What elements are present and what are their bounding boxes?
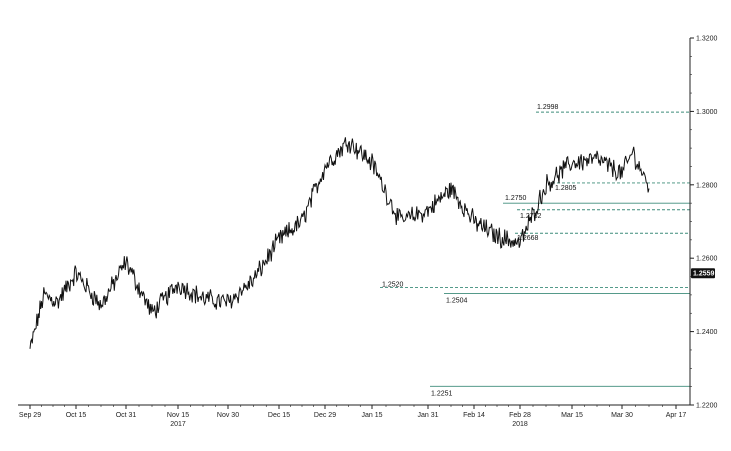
y-tick-label: 1.2400: [696, 329, 718, 336]
annotation-label: 1.2750: [505, 195, 527, 202]
annotation-label: 1.2732: [520, 213, 542, 220]
last-value-box: [691, 268, 715, 279]
x-tick-label: Nov 30: [217, 412, 239, 419]
x-tick-label: Jan 31: [417, 412, 438, 419]
y-tick-label: 1.2600: [696, 256, 718, 263]
x-tick-label: Oct 31: [116, 412, 137, 419]
y-axis: 1.3200 1.3000 1.2800 1.2600 1.2400 1.2200: [690, 36, 718, 410]
x-tick-label: Feb 28: [509, 412, 531, 419]
annotation-label: 1.2805: [555, 185, 577, 192]
x-tick-label: Apr 17: [666, 412, 687, 419]
annotation-labels: 1.2998 1.2805 1.2750 1.2732 1.2668 1.2520 1.25…: [382, 104, 577, 397]
last-value-label: 1.2559: [693, 271, 715, 278]
x-tick-label: Dec 15: [268, 412, 290, 419]
y-tick-label: 1.2200: [696, 403, 718, 410]
y-tick-label: 1.3200: [696, 36, 718, 43]
annotation-label: 1.2668: [517, 235, 539, 242]
x-tick-label: Mar 15: [561, 412, 583, 419]
y-tick-label: 1.2800: [696, 182, 718, 189]
x-tick-label: Sep 29: [19, 412, 41, 419]
x-tick-label: Jan 15: [361, 412, 382, 419]
last-value-marker: 1.2559: [691, 268, 715, 279]
annotation-label: 1.2520: [382, 282, 404, 289]
x-tick-label: Dec 29: [314, 412, 336, 419]
series-line: [29, 137, 650, 349]
annotation-label: 1.2998: [537, 104, 559, 111]
x-tick-label: Feb 14: [463, 412, 485, 419]
annotation-label: 1.2251: [431, 390, 453, 397]
year-label: 2017: [170, 421, 186, 428]
year-label: 2018: [512, 421, 528, 428]
x-tick-label: Mar 30: [611, 412, 633, 419]
x-axis: Sep 29 Oct 15 Oct 31 Nov 15 Nov 30 Dec 15 Dec …: [19, 405, 687, 428]
x-tick-label: Oct 15: [66, 412, 87, 419]
annotation-label: 1.2504: [446, 297, 468, 304]
reference-lines: [380, 111, 690, 387]
x-tick-label: Nov 15: [167, 412, 189, 419]
y-tick-label: 1.3000: [696, 109, 718, 116]
